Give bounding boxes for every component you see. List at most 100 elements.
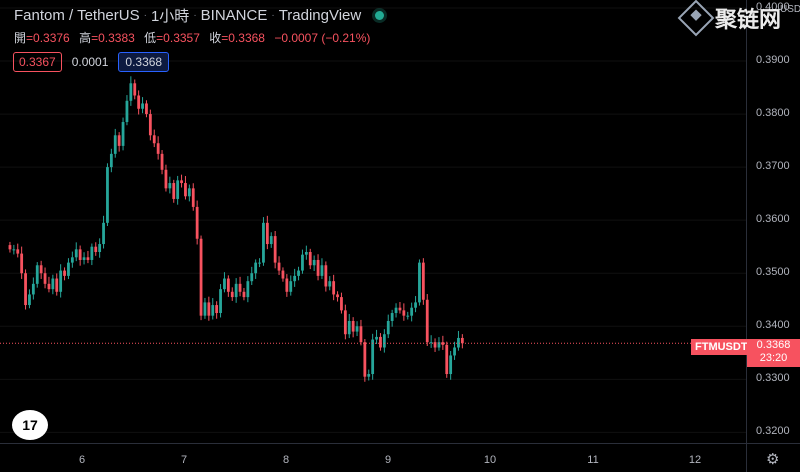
candle bbox=[156, 136, 160, 160]
candle bbox=[297, 266, 300, 281]
candle-body bbox=[148, 114, 152, 136]
candle-body bbox=[301, 254, 304, 271]
candle-body bbox=[39, 265, 43, 274]
candle bbox=[94, 242, 98, 256]
symbol-price-label: FTMUSDT bbox=[691, 339, 752, 355]
candle-body bbox=[129, 83, 133, 101]
title-exchange: BINANCE bbox=[200, 7, 268, 24]
candle-body bbox=[242, 291, 246, 298]
candle-body bbox=[74, 249, 78, 258]
candle-body bbox=[269, 236, 273, 245]
sell-price-button[interactable]: 0.3367 bbox=[13, 52, 62, 72]
candle bbox=[320, 258, 324, 280]
candlestick-chart[interactable] bbox=[0, 0, 746, 443]
price-tick-label: 0.3900 bbox=[756, 54, 790, 66]
candle-body bbox=[421, 262, 425, 300]
candle-body bbox=[28, 294, 31, 306]
candle-body bbox=[8, 245, 12, 250]
candle-body bbox=[308, 252, 312, 266]
candle-body bbox=[59, 270, 63, 292]
candle bbox=[207, 296, 211, 321]
candle-body bbox=[277, 262, 281, 271]
title-interval[interactable]: 1小時 bbox=[150, 8, 190, 25]
watermark-logo-icon bbox=[677, 0, 715, 37]
gear-icon[interactable]: ⚙ bbox=[766, 451, 780, 468]
candle bbox=[410, 302, 414, 322]
candle-body bbox=[425, 299, 429, 343]
candle bbox=[78, 245, 82, 266]
candle-body bbox=[289, 281, 293, 292]
candle bbox=[43, 267, 47, 289]
candle-body bbox=[145, 103, 148, 115]
price-axis-currency: USDT bbox=[780, 4, 800, 15]
candle bbox=[375, 329, 378, 345]
candle bbox=[8, 241, 12, 253]
candle-body bbox=[254, 262, 258, 274]
candle bbox=[425, 294, 429, 347]
candle-body bbox=[176, 180, 180, 199]
candle-body bbox=[246, 281, 250, 298]
candle-body bbox=[55, 278, 59, 292]
candle-body bbox=[67, 262, 70, 276]
change-value: −0.0007 (−0.21%) bbox=[274, 31, 371, 45]
time-tick-label: 8 bbox=[282, 454, 290, 466]
title-separator: · bbox=[143, 10, 147, 21]
candle bbox=[246, 276, 250, 303]
symbol-title[interactable]: Fantom / TetherUS · 1小時 · BINANCE · Trad… bbox=[14, 5, 385, 26]
candle bbox=[301, 249, 304, 274]
candle-body bbox=[460, 337, 464, 344]
buy-price-button[interactable]: 0.3368 bbox=[118, 52, 170, 72]
candle bbox=[351, 317, 355, 338]
title-separator: · bbox=[271, 10, 275, 21]
price-tick-label: 0.3300 bbox=[756, 372, 790, 385]
candle bbox=[125, 95, 129, 126]
price-tick-label: 0.3600 bbox=[756, 213, 790, 226]
candle bbox=[441, 335, 445, 350]
candle-body bbox=[121, 122, 125, 146]
candle bbox=[215, 301, 219, 319]
watermark: 聚链网 bbox=[677, 0, 781, 37]
candle-body bbox=[223, 278, 226, 290]
candle-body bbox=[402, 310, 406, 316]
candle bbox=[336, 291, 339, 302]
candle-body bbox=[367, 374, 371, 377]
candle-body bbox=[90, 246, 94, 260]
candle-body bbox=[433, 342, 437, 348]
candle bbox=[90, 243, 94, 266]
candle bbox=[191, 183, 195, 211]
candle-body bbox=[133, 83, 137, 96]
chart-area[interactable] bbox=[0, 0, 746, 443]
candle-body bbox=[207, 302, 211, 316]
candle bbox=[418, 259, 421, 306]
candle bbox=[273, 230, 277, 269]
title-provider: TradingView bbox=[278, 7, 362, 24]
candle-body bbox=[351, 320, 355, 332]
candle-body bbox=[168, 183, 172, 189]
price-tick-label: 0.3500 bbox=[756, 266, 790, 279]
time-tick-label: 9 bbox=[384, 454, 392, 466]
candle-body bbox=[70, 257, 74, 263]
candle bbox=[285, 274, 289, 297]
candle-body bbox=[258, 262, 261, 264]
candle bbox=[402, 303, 406, 321]
candle-body bbox=[441, 342, 445, 345]
price-tick-label: 0.3200 bbox=[756, 425, 790, 438]
candle-body bbox=[414, 302, 417, 308]
candle-body bbox=[340, 297, 343, 311]
candle-body bbox=[347, 320, 351, 335]
candle bbox=[340, 292, 343, 314]
candle bbox=[457, 330, 460, 351]
candle bbox=[355, 321, 359, 337]
candle-body bbox=[410, 307, 414, 316]
candle-body bbox=[363, 342, 367, 377]
time-tick-label: 12 bbox=[688, 454, 702, 466]
candle-body bbox=[445, 344, 449, 375]
candle bbox=[184, 176, 187, 200]
candle-body bbox=[379, 336, 382, 348]
candle-body bbox=[429, 342, 433, 344]
candle bbox=[394, 303, 398, 318]
candle-body bbox=[113, 135, 117, 154]
tradingview-logo[interactable]: 17 bbox=[12, 410, 48, 440]
candle bbox=[168, 176, 172, 194]
candle-body bbox=[297, 270, 300, 276]
